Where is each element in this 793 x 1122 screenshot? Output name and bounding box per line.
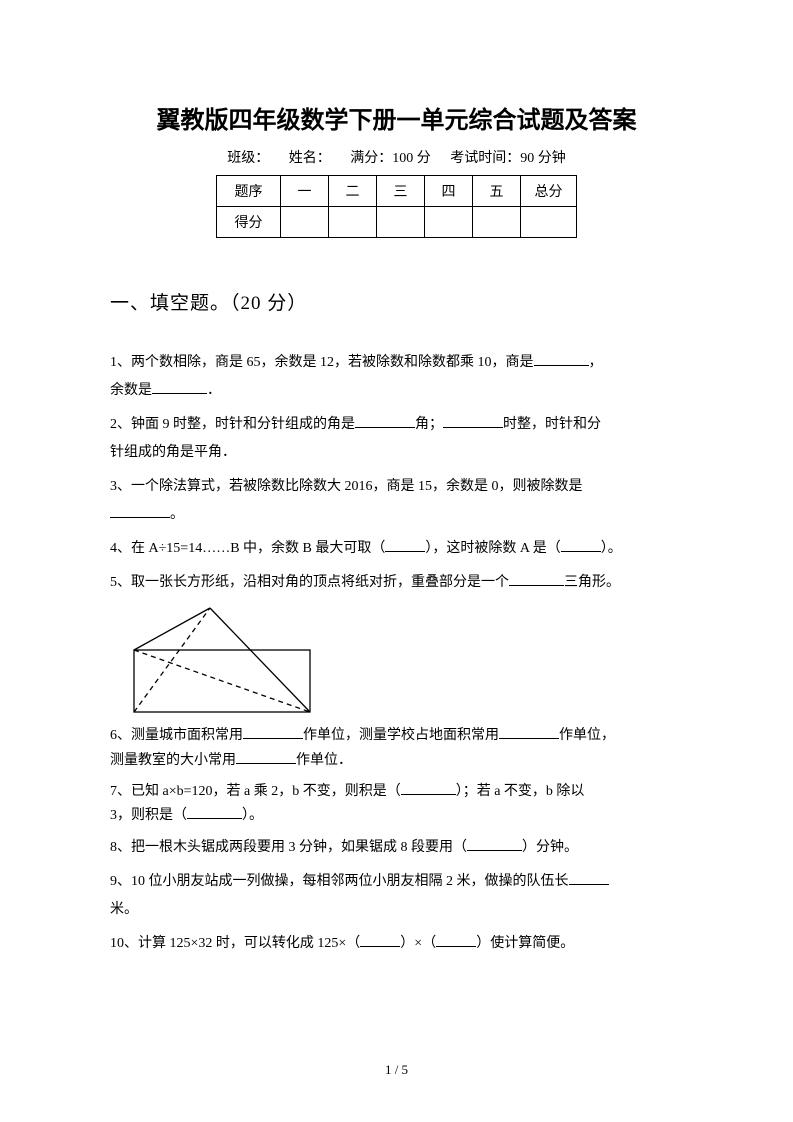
page-title: 翼教版四年级数学下册一单元综合试题及答案 — [110, 100, 683, 135]
name-label: 姓名： — [289, 151, 331, 166]
question-9: 9、10 位小朋友站成一列做操，每相邻两位小朋友相隔 2 米，做操的队伍长 米。 — [110, 868, 683, 924]
question-2: 2、钟面 9 时整，时针和分针组成的角是 角； 时整，时针和分 针组成的角是平角． — [110, 411, 683, 467]
question-3: 3、一个除法算式，若被除数比除数大 2016，商是 15，余数是 0，则被除数是… — [110, 473, 683, 529]
q6-text: 6、测量城市面积常用 — [110, 728, 243, 743]
question-8: 8、把一根木头锯成两段要用 3 分钟，如果锯成 8 段要用（ ）分钟。 — [110, 834, 683, 862]
q6-text: 作单位， — [559, 728, 615, 743]
q7-text: ）；若 a 不变，b 除以 — [456, 784, 585, 799]
header-total: 总分 — [521, 176, 577, 207]
q10-text: 10、计算 125×32 时，可以转化成 125×（ — [110, 936, 360, 951]
blank — [436, 931, 476, 947]
q2-text: 时整，时针和分 — [503, 417, 601, 432]
score-col3 — [377, 207, 425, 238]
header-col5: 五 — [473, 176, 521, 207]
q9-text: 9、10 位小朋友站成一列做操，每相邻两位小朋友相隔 2 米，做操的队伍长 — [110, 874, 569, 889]
table-row: 题序 一 二 三 四 五 总分 — [217, 176, 577, 207]
score-total — [521, 207, 577, 238]
header-col3: 三 — [377, 176, 425, 207]
blank — [499, 723, 559, 739]
folded-paper-diagram — [110, 605, 315, 715]
page-number: 1 / 5 — [0, 1062, 793, 1078]
blank — [187, 803, 242, 819]
blank — [443, 412, 503, 428]
blank — [110, 502, 170, 518]
blank — [243, 723, 303, 739]
score-col4 — [425, 207, 473, 238]
blank — [385, 536, 425, 552]
blank — [355, 412, 415, 428]
class-label: 班级： — [227, 151, 269, 166]
q4-text: ）。 — [601, 541, 622, 556]
header-label: 题序 — [217, 176, 281, 207]
q3-text: 。 — [170, 507, 184, 522]
q10-text: ）×（ — [400, 936, 436, 951]
score-col5 — [473, 207, 521, 238]
q9-text: 米。 — [110, 902, 138, 917]
q1-text: ． — [207, 383, 221, 398]
q6-text: 测量教室的大小常用 — [110, 753, 236, 768]
blank — [401, 779, 456, 795]
q10-text: ）使计算简便。 — [476, 936, 574, 951]
table-row: 得分 — [217, 207, 577, 238]
question-1: 1、两个数相除，商是 65，余数是 12，若被除数和除数都乘 10，商是 ， 余数… — [110, 349, 683, 405]
q1-text: ， — [589, 355, 603, 370]
score-label: 得分 — [217, 207, 281, 238]
section-1-title: 一、填空题。（20 分） — [110, 288, 683, 315]
time-label: 考试时间：90 分钟 — [450, 151, 566, 166]
q5-text: 三角形。 — [564, 575, 620, 590]
q8-text: ）分钟。 — [522, 840, 578, 855]
blank — [569, 869, 609, 885]
question-5: 5、取一张长方形纸，沿相对角的顶点将纸对折，重叠部分是一个 三角形。 — [110, 569, 683, 597]
blank — [534, 350, 589, 366]
q4-text: ），这时被除数 A 是（ — [425, 541, 560, 556]
q7-text: 7、已知 a×b=120，若 a 乘 2，b 不变，则积是（ — [110, 784, 401, 799]
q3-text: 3、一个除法算式，若被除数比除数大 2016，商是 15，余数是 0，则被除数是 — [110, 479, 583, 494]
q6-text: 作单位． — [296, 753, 352, 768]
question-10: 10、计算 125×32 时，可以转化成 125×（ ）×（ ）使计算简便。 — [110, 930, 683, 958]
q6-text: 作单位，测量学校占地面积常用 — [303, 728, 499, 743]
q5-text: 5、取一张长方形纸，沿相对角的顶点将纸对折，重叠部分是一个 — [110, 575, 509, 590]
q2-text: 针组成的角是平角． — [110, 445, 236, 460]
header-col4: 四 — [425, 176, 473, 207]
blank — [152, 378, 207, 394]
blank — [360, 931, 400, 947]
blank — [561, 536, 601, 552]
blank — [509, 570, 564, 586]
question-4: 4、在 A÷15=14……B 中，余数 B 最大可取（ ），这时被除数 A 是（ ）… — [110, 535, 683, 563]
q4-text: 4、在 A÷15=14……B 中，余数 B 最大可取（ — [110, 541, 385, 556]
exam-info-line: 班级： 姓名： 满分：100 分 考试时间：90 分钟 — [110, 147, 683, 167]
q2-text: 2、钟面 9 时整，时针和分针组成的角是 — [110, 417, 355, 432]
q1-text: 余数是 — [110, 383, 152, 398]
q7-text: ）。 — [242, 808, 263, 823]
blank — [467, 835, 522, 851]
score-table: 题序 一 二 三 四 五 总分 得分 — [216, 175, 577, 238]
score-col1 — [281, 207, 329, 238]
header-col2: 二 — [329, 176, 377, 207]
score-col2 — [329, 207, 377, 238]
header-col1: 一 — [281, 176, 329, 207]
q8-text: 8、把一根木头锯成两段要用 3 分钟，如果锯成 8 段要用（ — [110, 840, 467, 855]
question-7: 7、已知 a×b=120，若 a 乘 2，b 不变，则积是（ ）；若 a 不变，b… — [110, 779, 683, 829]
q2-text: 角； — [415, 417, 443, 432]
q7-text: 3，则积是（ — [110, 808, 187, 823]
question-6: 6、测量城市面积常用 作单位，测量学校占地面积常用 作单位， 测量教室的大小常用 作单… — [110, 723, 683, 773]
blank — [236, 748, 296, 764]
fullmark-label: 满分：100 分 — [350, 151, 431, 166]
q1-text: 1、两个数相除，商是 65，余数是 12，若被除数和除数都乘 10，商是 — [110, 355, 534, 370]
